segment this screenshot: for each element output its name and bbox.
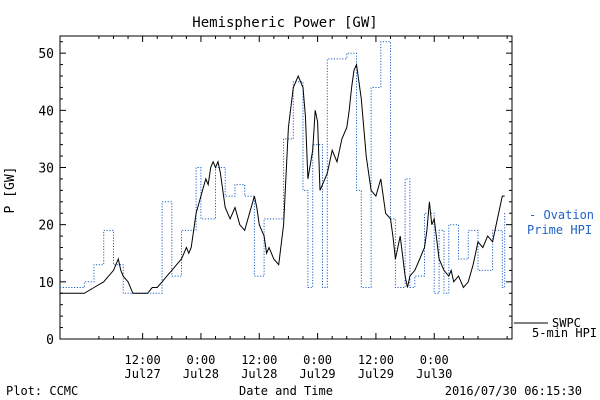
x-tick-label-date: Jul27 — [125, 367, 161, 381]
plot-area — [59, 35, 513, 340]
x-axis: 12:00Jul270:00Jul2812:00Jul280:00Jul2912… — [98, 36, 508, 381]
ovation-legend-line1: - Ovation — [529, 208, 594, 222]
x-tick-label-time: 0:00 — [420, 353, 449, 367]
y-tick-label: 0 — [46, 333, 54, 348]
x-tick-label-date: Jul29 — [358, 367, 394, 381]
x-tick-label-date: Jul28 — [183, 367, 219, 381]
chart-title: Hemispheric Power [GW] — [192, 15, 377, 31]
plot-border — [59, 35, 513, 340]
ovation-prime-hpi-line — [60, 41, 507, 294]
y-tick-label: 40 — [38, 104, 54, 119]
ovation-legend-line2: Prime HPI — [527, 223, 592, 237]
x-axis-label: Date and Time — [239, 384, 333, 398]
x-tick-label-date: Jul28 — [241, 367, 277, 381]
footer-right-text: 2016/07/30 06:15:30 — [445, 384, 582, 398]
x-tick-label-time: 0:00 — [303, 353, 332, 367]
x-tick-label-time: 12:00 — [358, 353, 394, 367]
ovation-legend: - Ovation Prime HPI — [527, 208, 594, 237]
y-tick-label: 20 — [38, 219, 54, 234]
footer-left-text: Plot: CCMC — [6, 384, 78, 398]
y-tick-label: 50 — [38, 47, 54, 62]
y-tick-label: 10 — [38, 276, 54, 291]
y-tick-label: 30 — [38, 161, 54, 176]
series-layer — [60, 41, 507, 294]
x-tick-label-time: 0:00 — [186, 353, 215, 367]
swpc-legend: SWPC 5-min HPI — [514, 316, 597, 340]
y-axis: 0 10 20 30 40 50 — [38, 41, 512, 348]
x-tick-label-date: Jul30 — [416, 367, 452, 381]
swpc-legend-line2: 5-min HPI — [532, 326, 597, 340]
x-tick-label-time: 12:00 — [125, 353, 161, 367]
x-tick-label-date: Jul29 — [300, 367, 336, 381]
swpc-legend-line1: SWPC — [552, 316, 581, 330]
x-tick-label-time: 12:00 — [241, 353, 277, 367]
swpc-5min-hpi-line — [60, 62, 505, 294]
y-axis-label: P [GW] — [3, 167, 18, 214]
